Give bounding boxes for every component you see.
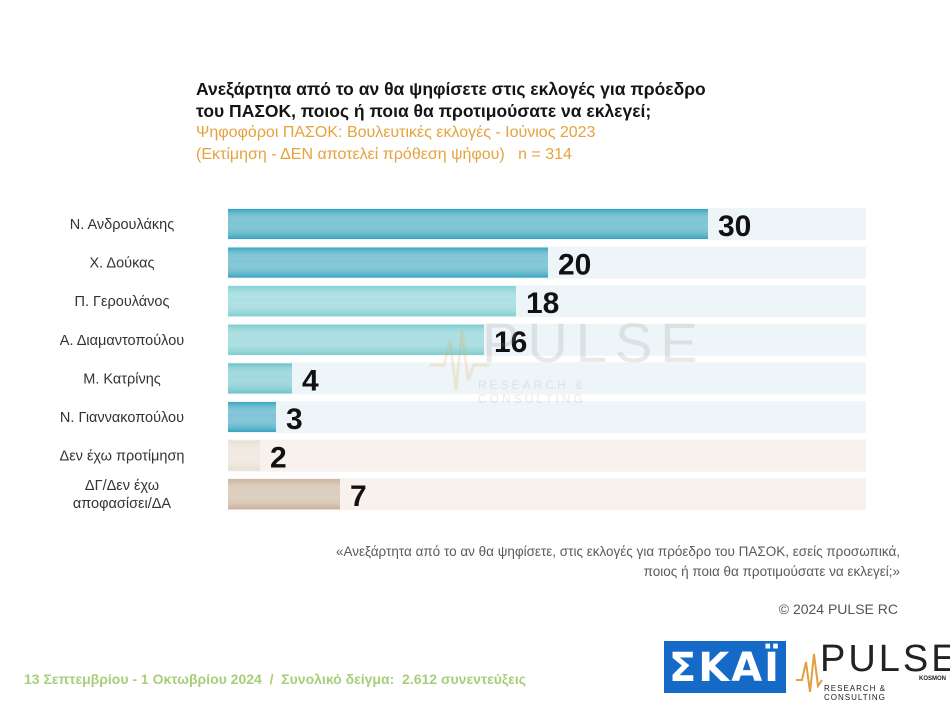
- pulse-logo-wave-icon: [796, 653, 823, 693]
- chart-title-line-2: του ΠΑΣΟΚ, ποιος ή ποια θα προτιμούσατε …: [196, 101, 652, 121]
- bar-value-label: 4: [302, 364, 319, 397]
- bar-gloss: [228, 247, 548, 278]
- chart-header: Ανεξάρτητα από το αν θα ψηφίσετε στις εκ…: [196, 78, 796, 166]
- category-label: Α. Διαμαντοπούλου: [60, 333, 184, 349]
- chart-subtitle-line-2: (Εκτίμηση - ΔΕΝ αποτελεί πρόθεση ψήφου) …: [196, 146, 572, 163]
- category-label: Χ. Δούκας: [89, 256, 154, 272]
- bar-gloss: [228, 440, 260, 471]
- watermark-word: PULSE: [482, 311, 706, 374]
- copyright-text: © 2024 PULSE RC: [778, 601, 898, 617]
- bar-gloss: [228, 286, 516, 317]
- bar-gloss: [228, 402, 276, 432]
- pulse-logo-subtitle: RESEARCH & CONSULTING: [824, 684, 887, 702]
- survey-dates-sample: 13 Σεπτεμβρίου - 1 Οκτωβρίου 2024 / Συνο…: [24, 671, 526, 687]
- category-label: Δεν έχω προτίμηση: [60, 449, 185, 465]
- question-footnote: «Ανεξάρτητα από το αν θα ψηφίσετε, στις …: [200, 542, 900, 582]
- pulse-logo: PULSE KOSMON RESEARCH & CONSULTING: [796, 638, 950, 702]
- footnote-line-2: ποιος ή ποια θα προτιμούσατε να εκλεγεί;…: [643, 564, 900, 579]
- chart-subtitle-line-1: Ψηφοφόροι ΠΑΣΟΚ: Βουλευτικές εκλογές - Ι…: [196, 124, 596, 141]
- bar-value-label: 7: [350, 480, 367, 513]
- skai-logo-text: ΣΚΑΪ: [668, 645, 782, 691]
- pulse-watermark: PULSE RESEARCH & CONSULTING: [430, 310, 698, 406]
- pulse-wave-icon: [430, 329, 490, 391]
- category-label: Ν. Γιαννακοπούλου: [60, 410, 184, 426]
- bar-background-band: [228, 362, 866, 395]
- bar-value-label: 18: [526, 287, 559, 320]
- bar-chart-svg: 30 Ν. Ανδρουλάκης 20 Χ. Δούκας 18 Π. Γερουλάν…: [60, 208, 866, 513]
- bar-value-label: 30: [718, 210, 751, 243]
- pulse-logo-kosmon: KOSMON: [919, 676, 946, 682]
- bar-gloss: [228, 324, 484, 355]
- category-label: αποφασίσει/ΔΑ: [73, 496, 172, 512]
- bar-background-band: [228, 439, 866, 472]
- bar-value-label: 20: [558, 249, 591, 282]
- bar-background-band: [228, 401, 866, 433]
- skai-logo: ΣΚΑΪ: [664, 641, 786, 693]
- pulse-logo-word: PULSE: [820, 638, 950, 680]
- bar-value-label: 16: [494, 326, 527, 359]
- footnote-line-1: «Ανεξάρτητα από το αν θα ψηφίσετε, στις …: [336, 544, 900, 559]
- bar-gloss: [228, 209, 708, 239]
- watermark-subtitle: RESEARCH & CONSULTING: [478, 378, 587, 406]
- bar-chart: 30 Ν. Ανδρουλάκης 20 Χ. Δούκας 18 Π. Γερουλάν…: [0, 200, 950, 520]
- category-label: Μ. Κατρίνης: [83, 371, 161, 387]
- chart-title-line-1: Ανεξάρτητα από το αν θα ψηφίσετε στις εκ…: [196, 79, 706, 99]
- bar-gloss: [228, 479, 340, 510]
- category-label: Ν. Ανδρουλάκης: [70, 217, 174, 233]
- bar-gloss: [228, 363, 292, 394]
- bar-value-label: 2: [270, 442, 287, 475]
- category-label: Π. Γερουλάνος: [75, 294, 170, 310]
- category-label: ΔΓ/Δεν έχω: [85, 478, 159, 494]
- bar-value-label: 3: [286, 403, 303, 436]
